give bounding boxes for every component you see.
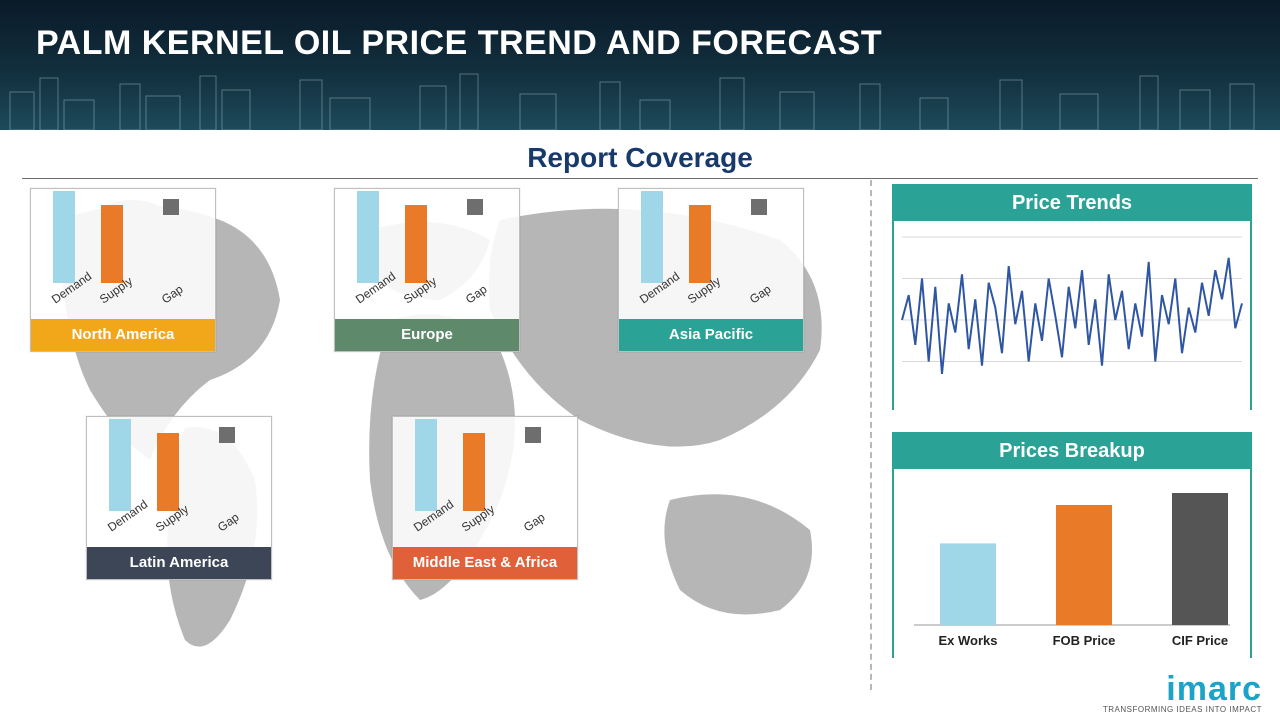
region-name-tag: Asia Pacific: [619, 319, 803, 351]
region-mini-chart: DemandSupplyGap: [31, 189, 215, 319]
breakup-bar-label: FOB Price: [1053, 633, 1116, 648]
region-card: DemandSupplyGapNorth America: [30, 188, 216, 352]
region-bar: [157, 433, 179, 511]
prices-breakup-body: Ex Works FOB Price CIF Price: [894, 469, 1250, 659]
section-subtitle: Report Coverage: [0, 142, 1280, 174]
prices-breakup-title: Prices Breakup: [894, 434, 1250, 469]
region-bar: [219, 427, 235, 443]
region-mini-chart: DemandSupplyGap: [335, 189, 519, 319]
region-name-tag: Middle East & Africa: [393, 547, 577, 579]
region-bar: [405, 205, 427, 283]
region-mini-chart: DemandSupplyGap: [87, 417, 271, 547]
price-trends-panel: Price Trends: [892, 184, 1252, 410]
region-card: DemandSupplyGapLatin America: [86, 416, 272, 580]
breakup-bar: [1172, 493, 1228, 625]
region-bar-label: Gap: [463, 282, 490, 306]
breakup-bar: [1056, 505, 1112, 625]
region-bar: [751, 199, 767, 215]
region-bar-label: Gap: [159, 282, 186, 306]
region-bar: [641, 191, 663, 283]
breakup-bar-chart: Ex Works FOB Price CIF Price: [894, 469, 1250, 659]
breakup-bar-label: CIF Price: [1172, 633, 1228, 648]
brand-name: imarc: [1103, 672, 1262, 706]
region-mini-chart: DemandSupplyGap: [393, 417, 577, 547]
breakup-bar: [940, 543, 996, 625]
region-bar: [109, 419, 131, 511]
region-card: DemandSupplyGapMiddle East & Africa: [392, 416, 578, 580]
page-title: PALM KERNEL OIL PRICE TREND AND FORECAST: [36, 24, 1244, 63]
region-name-tag: Europe: [335, 319, 519, 351]
region-bar: [525, 427, 541, 443]
region-name-tag: Latin America: [87, 547, 271, 579]
vertical-divider: [870, 180, 872, 690]
region-name-tag: North America: [31, 319, 215, 351]
brand-logo: imarc TRANSFORMING IDEAS INTO IMPACT: [1103, 672, 1262, 714]
region-bar-label: Gap: [215, 510, 242, 534]
price-trends-title: Price Trends: [894, 186, 1250, 221]
region-bar-label: Gap: [521, 510, 548, 534]
skyline-decor: [0, 70, 1280, 130]
region-mini-chart: DemandSupplyGap: [619, 189, 803, 319]
region-bar: [415, 419, 437, 511]
header: PALM KERNEL OIL PRICE TREND AND FORECAST: [0, 0, 1280, 130]
region-bar: [689, 205, 711, 283]
content-stage: DemandSupplyGapNorth AmericaDemandSupply…: [0, 180, 1280, 720]
region-bar-label: Gap: [747, 282, 774, 306]
breakup-bar-label: Ex Works: [938, 633, 997, 648]
region-card: DemandSupplyGapAsia Pacific: [618, 188, 804, 352]
price-trends-body: [894, 221, 1250, 411]
region-bar: [467, 199, 483, 215]
region-bar: [101, 205, 123, 283]
region-bar: [163, 199, 179, 215]
region-bar: [463, 433, 485, 511]
horizontal-rule: [22, 178, 1258, 179]
trend-line-chart: [894, 221, 1250, 411]
region-bar: [357, 191, 379, 283]
region-card: DemandSupplyGapEurope: [334, 188, 520, 352]
brand-tagline: TRANSFORMING IDEAS INTO IMPACT: [1103, 706, 1262, 714]
prices-breakup-panel: Prices Breakup Ex Works FOB Price CIF Pric…: [892, 432, 1252, 658]
region-bar: [53, 191, 75, 283]
